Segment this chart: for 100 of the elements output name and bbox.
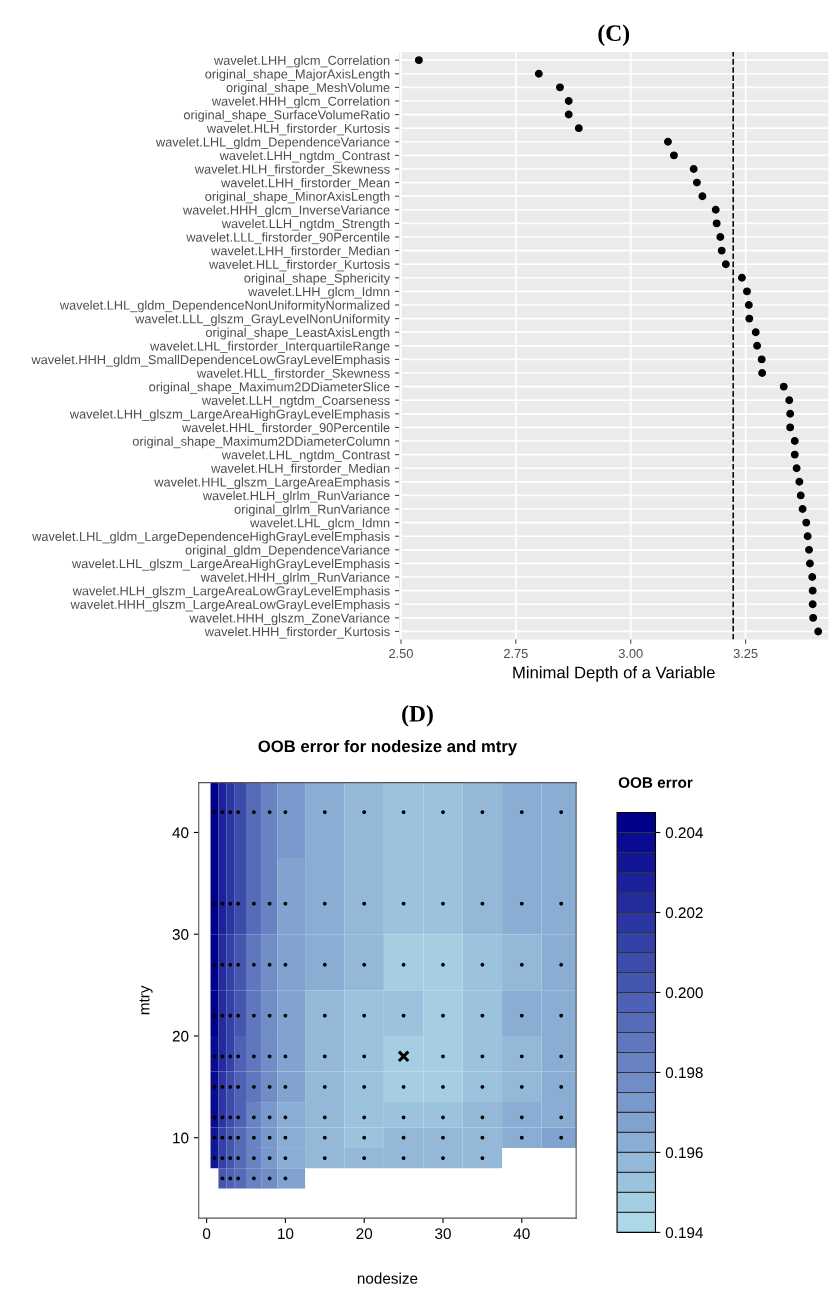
color-bar-label: 0.194 bbox=[665, 1227, 703, 1239]
point bbox=[362, 1013, 367, 1018]
y-tick-label: wavelet.HLH_firstorder_Skewness bbox=[194, 164, 390, 177]
point bbox=[212, 1135, 217, 1140]
point bbox=[480, 1115, 485, 1120]
point bbox=[556, 83, 564, 92]
point bbox=[480, 1013, 485, 1018]
point bbox=[236, 1115, 241, 1120]
point bbox=[220, 1115, 225, 1120]
point bbox=[220, 1135, 225, 1140]
point bbox=[519, 1115, 524, 1120]
point bbox=[228, 1084, 233, 1089]
point bbox=[283, 901, 288, 906]
y-tick-label: original_shape_LeastAxisLength bbox=[205, 327, 390, 340]
point bbox=[414, 56, 423, 65]
point bbox=[283, 962, 288, 967]
point bbox=[267, 1115, 272, 1120]
point bbox=[808, 586, 817, 595]
x-tick-label: 30 bbox=[435, 1228, 451, 1240]
point bbox=[441, 901, 445, 906]
y-tick-label: wavelet.HHH_glszm_LargeAreaLowGrayLevelEmphasis bbox=[70, 599, 390, 612]
point bbox=[220, 1054, 225, 1059]
point bbox=[480, 901, 485, 906]
point bbox=[441, 962, 445, 967]
point bbox=[267, 1176, 272, 1181]
point bbox=[228, 901, 233, 906]
point bbox=[236, 1135, 241, 1140]
point bbox=[283, 1013, 288, 1018]
y-tick-label: wavelet.LHH_ngtdm_Contrast bbox=[219, 150, 391, 163]
point bbox=[322, 1054, 327, 1059]
x-tick-label: 40 bbox=[513, 1228, 530, 1240]
point bbox=[744, 301, 753, 309]
point bbox=[559, 1084, 564, 1089]
y-tick-label: original_shape_Maximum2DDiameterColumn bbox=[132, 436, 390, 449]
point bbox=[751, 328, 760, 337]
point bbox=[251, 810, 256, 815]
color-bar-label: 0.204 bbox=[665, 827, 703, 839]
y-tick-label: wavelet.LHL_gldm_DependenceVariance bbox=[155, 137, 390, 150]
point bbox=[519, 1013, 524, 1018]
point bbox=[362, 810, 367, 815]
point bbox=[228, 962, 233, 967]
point bbox=[441, 1156, 445, 1160]
y-tick-label: wavelet.HLL_firstorder_Skewness bbox=[196, 368, 390, 381]
point bbox=[786, 409, 795, 418]
point bbox=[228, 1156, 233, 1160]
color-bar-label: 0.200 bbox=[665, 987, 703, 999]
point bbox=[251, 962, 256, 967]
point bbox=[790, 450, 799, 459]
point bbox=[236, 901, 241, 906]
chart-subtitle: OOB error for nodesize and mtry bbox=[258, 739, 518, 756]
point bbox=[519, 901, 524, 906]
y-tick-label: wavelet.HHH_firstorder_Kurtosis bbox=[204, 626, 390, 639]
point bbox=[663, 137, 672, 146]
point bbox=[737, 273, 746, 282]
point bbox=[808, 573, 817, 581]
point bbox=[322, 810, 327, 815]
point bbox=[441, 1054, 445, 1059]
x-tick-label: 2.75 bbox=[504, 648, 528, 659]
point bbox=[267, 1013, 272, 1018]
point bbox=[267, 810, 272, 815]
point bbox=[220, 1084, 225, 1089]
point bbox=[228, 1013, 233, 1018]
point bbox=[401, 1156, 406, 1160]
point bbox=[574, 124, 583, 133]
point bbox=[236, 1054, 241, 1059]
y-tick-label: wavelet.HHH_glcm_Correlation bbox=[211, 96, 390, 109]
point bbox=[283, 1156, 288, 1160]
point bbox=[362, 962, 367, 967]
point bbox=[283, 1054, 288, 1059]
y-tick-label: wavelet.LLL_firstorder_90Percentile bbox=[186, 232, 390, 245]
color-bar-title: OOB error bbox=[618, 777, 693, 788]
point bbox=[564, 97, 573, 105]
point bbox=[758, 369, 767, 377]
y-tick-label: original_shape_Maximum2DDiameterSlice bbox=[149, 381, 390, 394]
y-tick-label: original_shape_Sphericity bbox=[244, 273, 391, 286]
point bbox=[236, 1156, 241, 1160]
point bbox=[267, 1135, 272, 1140]
point bbox=[267, 901, 272, 906]
point bbox=[519, 1135, 524, 1140]
point bbox=[267, 1156, 272, 1160]
point bbox=[236, 1084, 241, 1089]
x-axis-title: nodesize bbox=[357, 1272, 418, 1284]
point bbox=[401, 1084, 406, 1089]
point bbox=[228, 810, 233, 815]
point bbox=[480, 810, 485, 815]
point bbox=[267, 1084, 272, 1089]
point bbox=[283, 1135, 288, 1140]
point bbox=[743, 287, 751, 296]
y-tick-label: wavelet.HHH_glrlm_RunVariance bbox=[200, 572, 390, 585]
point bbox=[220, 901, 225, 906]
point bbox=[228, 1115, 233, 1120]
point bbox=[559, 962, 564, 967]
y-tick-label: original_gldm_DependenceVariance bbox=[185, 545, 390, 558]
point bbox=[362, 1115, 367, 1120]
point bbox=[267, 962, 272, 967]
y-tick-label: wavelet.LHH_glcm_Idmn bbox=[248, 286, 390, 299]
x-axis-title: Minimal Depth of a Variable bbox=[513, 666, 715, 682]
color-bar-label: 0.196 bbox=[665, 1147, 703, 1159]
y-tick-label: wavelet.LHH_firstorder_Median bbox=[211, 245, 390, 258]
y-tick-label: wavelet.LLH_ngtdm_Coarseness bbox=[201, 395, 390, 408]
